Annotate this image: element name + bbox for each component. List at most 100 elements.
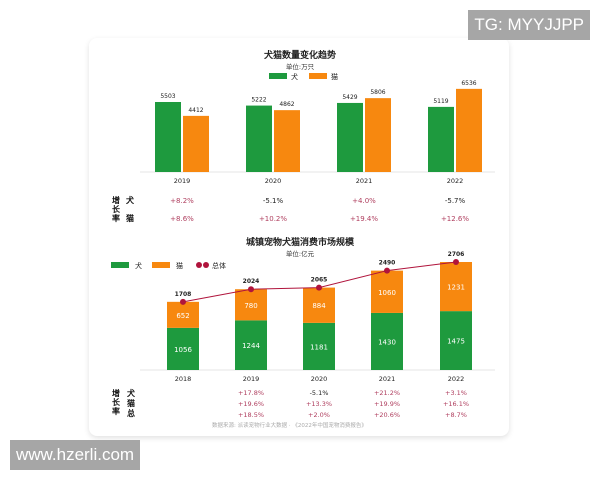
chart2-total-point [316,284,322,291]
chart1-growth-value: +8.6% [170,215,194,223]
chart2-x-tick: 2020 [311,375,328,383]
chart1-title: 犬猫数量变化趋势 [263,49,336,61]
chart2-growth-row-label: 猫 [126,398,135,408]
chart1-growth-value: +19.4% [350,215,378,223]
chart2-dog-label: 1475 [447,338,465,346]
chart2-cat-label: 652 [176,312,189,320]
chart2-total-label: 1708 [175,291,192,298]
chart1-legend-dog: 犬 [291,72,298,81]
chart1-x-tick: 2020 [265,177,282,185]
chart2-growth-value: +8.7% [445,411,467,419]
chart2-growth-label: 长 [112,397,121,407]
chart2-bar-dog [440,311,472,370]
chart2-growth-value: +17.8% [238,389,264,397]
chart2-dog-label: 1056 [174,346,192,354]
chart1-growth-value: -5.7% [445,197,466,205]
chart2-legend-cat: 猫 [176,261,183,270]
chart2-growth-value: -5.1% [310,389,329,397]
chart2-growth-value: +19.9% [374,400,400,408]
chart2-plot: 1056 652 2018 1244 780 2019 +17.8% +19.6% +18.5%… [112,251,495,419]
chart2-title: 城镇宠物犬猫消费市场规模 [246,236,355,248]
chart2-total-label: 2065 [311,277,328,284]
chart1-data-label: 4412 [188,107,203,114]
chart2-bar-dog [303,322,335,370]
chart1-legend-dog-swatch [269,73,287,79]
chart1-bar-cat [183,115,209,172]
chart1-growth-value: -5.1% [263,197,284,205]
chart1-x-tick: 2021 [356,177,373,185]
chart1-growth-value: +12.6% [441,215,469,223]
chart1-legend-cat-swatch [309,73,327,79]
chart1-growth-row-label: 犬 [125,195,134,205]
chart2-bar-cat [440,262,472,312]
chart1-growth-label: 率 [112,213,120,223]
chart2-legend-dog: 犬 [135,261,142,270]
chart2-total-label: 2490 [379,260,396,267]
chart1-growth-value: +8.2% [170,197,194,205]
chart2-dog-label: 1181 [310,343,328,351]
chart2-legend-total: 总体 [212,261,226,270]
chart2-total-label: 2024 [243,278,260,285]
chart1-legend-cat: 猫 [331,72,338,81]
chart2-bar-cat [303,287,335,323]
chart1-x-tick: 2019 [174,177,191,185]
chart2-cat-label: 1231 [447,284,465,292]
chart1-bar-dog [246,105,272,172]
watermark-top-right: TG: MYYJJPP [468,10,590,40]
chart2-growth-value: +2.0% [308,411,330,419]
chart1-bar-dog [155,102,181,172]
chart2-growth-value: +21.2% [374,389,400,397]
chart2-bar-dog [167,327,199,370]
chart1-bar-cat [365,98,391,172]
chart1-x-tick: 2022 [447,177,464,185]
chart2-cat-label: 1060 [378,289,396,297]
chart2-dog-label: 1430 [378,338,396,346]
chart2-cat-label: 884 [312,302,326,310]
chart1-plot: 5503 4412 2019 +8.2% +8.6% 5222 4862 2020 -5.1% +… [112,80,495,223]
chart2-growth-label: 率 [112,406,120,416]
watermark-bottom-left: www.hzerli.com [10,440,141,470]
chart2-subtitle: 单位:亿元 [286,249,315,258]
chart2-total-point [384,267,390,274]
chart2-bar-cat [371,270,403,313]
chart2-legend-cat-swatch [152,262,170,268]
chart2-growth-value: +13.3% [306,400,332,408]
chart2-growth-row-label: 总 [127,408,135,418]
chart2-total-point [180,298,186,305]
chart1-growth-label: 长 [112,204,121,214]
chart2-bar-dog [235,320,267,370]
chart2-legend-total-dot [203,262,209,268]
chart2-legend-dog-swatch [111,262,129,268]
chart2-bar-cat [235,289,267,321]
chart2-growth-value: +3.1% [445,389,467,397]
chart1-data-label: 6536 [461,80,476,87]
chart2-x-tick: 2019 [243,375,260,383]
chart2-growth-label: 增 [112,388,120,398]
chart1-bar-cat [274,110,300,172]
chart1-growth-label: 增 [112,195,120,205]
chart2-x-tick: 2021 [379,375,396,383]
chart2-total-label: 2706 [448,251,465,258]
chart1-data-label: 4862 [279,101,294,108]
chart2-dog-label: 1244 [242,342,260,350]
chart2-growth-value: +19.6% [238,400,264,408]
chart1-data-label: 5806 [370,89,385,96]
chart1-bar-dog [337,102,363,172]
chart1-data-label: 5429 [342,94,357,101]
chart2-total-point [248,286,254,293]
chart1-growth-value: +10.2% [259,215,287,223]
chart2-bar-dog [371,312,403,370]
chart1-bar-cat [456,88,482,172]
source-note: 数据来源: 派读宠物行业大数据 · 《2022年中国宠物消费报告》 [212,421,367,429]
chart2-growth-row-label: 犬 [126,388,135,398]
chart1-data-label: 5503 [160,93,175,100]
chart1-growth-row-label: 猫 [125,213,134,223]
chart2-growth-value: +20.6% [374,411,400,419]
chart2-x-tick: 2022 [448,375,465,383]
chart2-cat-label: 780 [244,302,257,310]
chart1-subtitle: 单位:万只 [286,62,315,71]
chart1-bar-dog [428,106,454,172]
chart1-growth-value: +4.0% [352,197,376,205]
chart2-bar-cat [167,301,199,328]
